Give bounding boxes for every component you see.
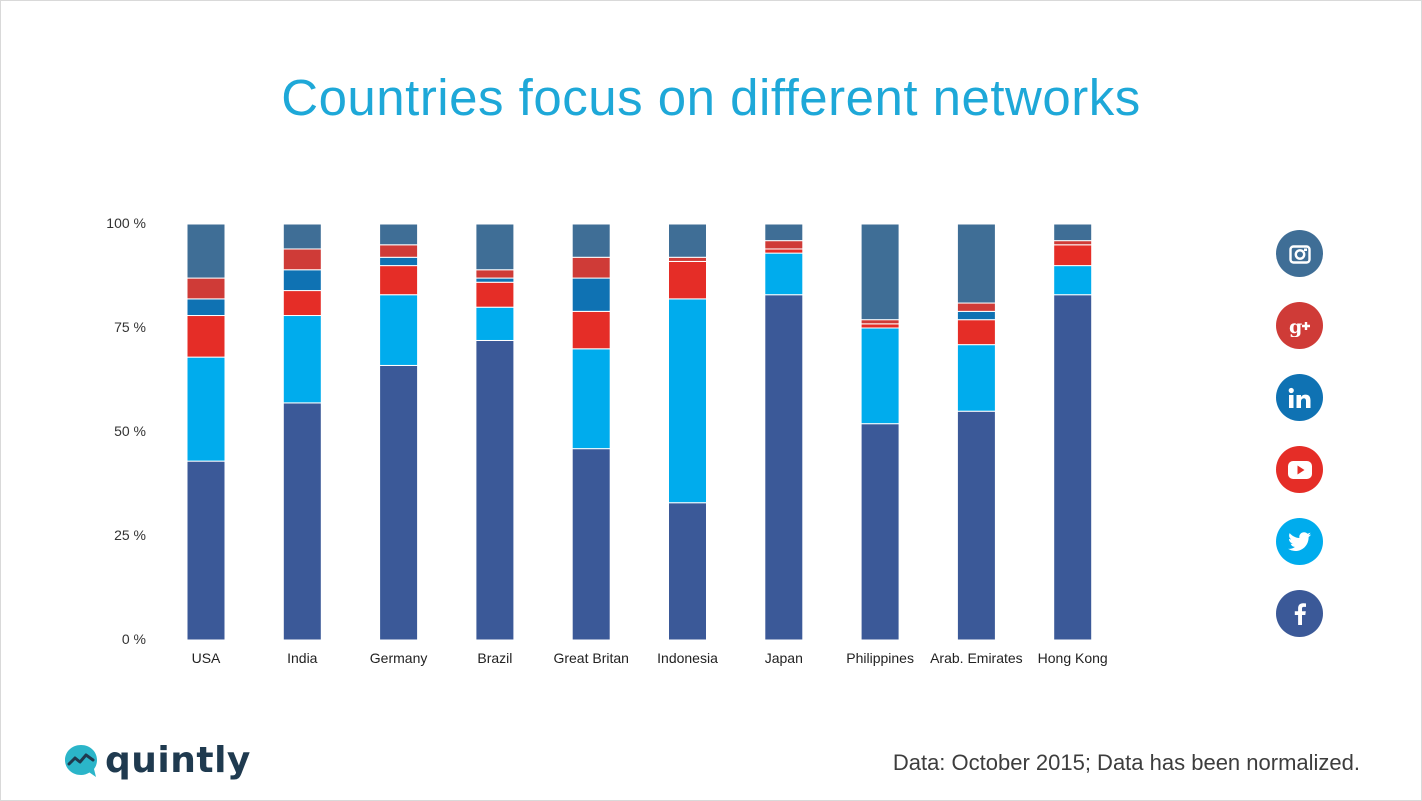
bar-segment-youtube bbox=[186, 315, 226, 358]
bar-segment-youtube bbox=[1053, 244, 1093, 267]
bar-segment-facebook bbox=[282, 402, 322, 641]
bar-segment-google- bbox=[956, 302, 996, 312]
bar-segment-linkedin bbox=[475, 277, 515, 283]
bar-segment-twitter bbox=[860, 327, 900, 425]
linkedin-icon bbox=[1276, 374, 1323, 421]
quintly-wordmark: quintly bbox=[105, 740, 251, 781]
x-tick-label: Japan bbox=[765, 650, 803, 666]
network-legend: g bbox=[1276, 230, 1323, 662]
bar-segment-twitter bbox=[764, 252, 804, 296]
x-tick-label: India bbox=[287, 650, 318, 666]
x-tick-label: Great Britan bbox=[553, 650, 628, 666]
bar-segment-twitter bbox=[956, 344, 996, 412]
bar-segment-youtube bbox=[571, 310, 611, 350]
bar-segment-twitter bbox=[1053, 265, 1093, 296]
bar-segment-youtube bbox=[956, 319, 996, 346]
youtube-icon bbox=[1276, 446, 1323, 493]
bar-segment-twitter bbox=[282, 315, 322, 404]
bar-segment-instagram bbox=[1053, 223, 1093, 242]
bar-segment-youtube bbox=[475, 281, 515, 308]
x-tick-label: Philippines bbox=[846, 650, 914, 666]
bar-segment-instagram bbox=[860, 223, 900, 321]
bar-segment-instagram bbox=[956, 223, 996, 304]
x-tick-label: Indonesia bbox=[657, 650, 718, 666]
bar-segment-twitter bbox=[379, 294, 419, 366]
bar-segment-google- bbox=[1053, 240, 1093, 246]
bar-segment-facebook bbox=[860, 423, 900, 641]
bar-segment-linkedin bbox=[956, 310, 996, 321]
chart-title: Countries focus on different networks bbox=[281, 69, 1141, 126]
bar-segment-linkedin bbox=[186, 298, 226, 317]
x-tick-label: Hong Kong bbox=[1038, 650, 1108, 666]
bar-segment-google- bbox=[764, 240, 804, 250]
bar-segment-instagram bbox=[282, 223, 322, 250]
bar-segment-facebook bbox=[475, 339, 515, 641]
data-footnote: Data: October 2015; Data has been normal… bbox=[892, 750, 1360, 775]
quintly-logo: quintly bbox=[63, 740, 251, 781]
bar-segment-facebook bbox=[956, 410, 996, 641]
bar-segment-youtube bbox=[379, 265, 419, 296]
y-tick-label: 100 % bbox=[106, 215, 146, 231]
x-tick-label: Germany bbox=[370, 650, 428, 666]
bar-segment-instagram bbox=[186, 223, 226, 279]
bar-segment-linkedin bbox=[571, 277, 611, 312]
bar-segment-twitter bbox=[475, 306, 515, 341]
bar-segment-youtube bbox=[282, 290, 322, 317]
bar-segment-youtube bbox=[668, 260, 707, 300]
svg-text:g: g bbox=[1289, 316, 1302, 337]
y-tick-label: 0 % bbox=[122, 631, 146, 647]
bar-segment-twitter bbox=[571, 348, 611, 450]
bar-segment-twitter bbox=[186, 356, 226, 462]
bar-segment-instagram bbox=[571, 223, 611, 258]
bar-segment-facebook bbox=[1053, 294, 1093, 641]
twitter-icon bbox=[1276, 518, 1323, 565]
bar-segment-facebook bbox=[668, 502, 707, 641]
bar-segment-instagram bbox=[764, 223, 804, 242]
bar-segment-youtube bbox=[764, 248, 804, 254]
bar-segment-instagram bbox=[475, 223, 515, 271]
bar-segment-google- bbox=[860, 319, 900, 325]
bar-segment-google- bbox=[282, 248, 322, 271]
bar-segment-linkedin bbox=[379, 256, 419, 267]
bar-segment-linkedin bbox=[282, 269, 322, 292]
bar-segment-facebook bbox=[186, 460, 226, 641]
bar-segment-facebook bbox=[571, 448, 611, 641]
bar-segment-facebook bbox=[764, 294, 804, 641]
y-tick-label: 25 % bbox=[114, 527, 146, 543]
bar-segment-instagram bbox=[379, 223, 419, 246]
bar-segment-facebook bbox=[379, 364, 419, 641]
y-tick-label: 75 % bbox=[114, 319, 146, 335]
x-tick-label: Brazil bbox=[477, 650, 512, 666]
facebook-icon bbox=[1276, 590, 1323, 637]
bar-segment-google- bbox=[571, 256, 611, 279]
google-plus-icon: g bbox=[1276, 302, 1323, 349]
bar-segment-google- bbox=[668, 256, 707, 262]
bar-segment-google- bbox=[475, 269, 515, 279]
instagram-icon bbox=[1276, 230, 1323, 277]
bar-segment-youtube bbox=[860, 323, 900, 329]
bar-segment-google- bbox=[186, 277, 226, 300]
y-tick-label: 50 % bbox=[114, 423, 146, 439]
bar-segment-instagram bbox=[668, 223, 707, 258]
quintly-logo-mark-icon bbox=[65, 744, 97, 777]
bar-segment-google- bbox=[379, 244, 419, 258]
bar-segment-twitter bbox=[668, 298, 707, 504]
x-tick-label: Arab. Emirates bbox=[930, 650, 1023, 666]
x-tick-label: USA bbox=[192, 650, 221, 666]
